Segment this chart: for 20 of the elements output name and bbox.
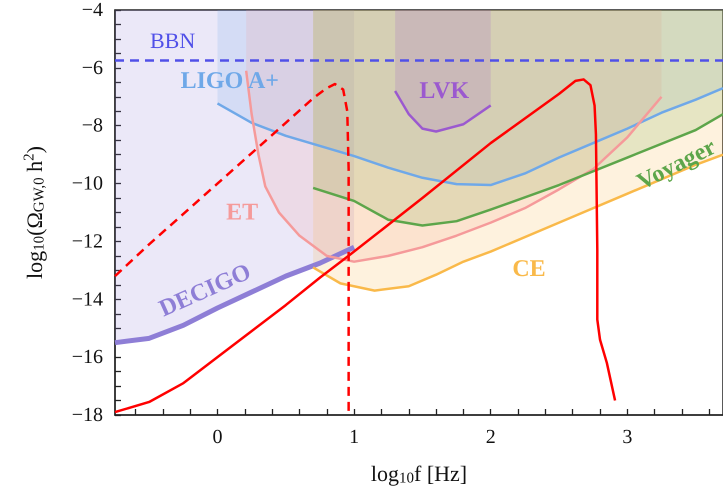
line-series — [312, 112, 723, 227]
series-label: LIGO A+ — [180, 68, 279, 94]
x-tick-label: 0 — [212, 426, 222, 448]
x-tick-label: 2 — [486, 426, 496, 448]
y-tick-label: −4 — [82, 0, 103, 21]
x-tick-label: 3 — [622, 426, 632, 448]
x-axis-title: log10f [Hz] — [370, 461, 468, 486]
y-axis-title: log10(ΩGW,0 h2) — [22, 146, 48, 279]
x-tick-label: 1 — [349, 426, 360, 448]
y-tick-label: −18 — [72, 404, 103, 426]
y-tick-label: −8 — [82, 114, 103, 137]
y-tick-label: −10 — [72, 172, 103, 195]
y-tick-label: −12 — [72, 230, 103, 252]
series-label: CE — [512, 256, 546, 282]
y-tick-label: −14 — [72, 288, 103, 310]
y-tick-label: −6 — [82, 56, 103, 79]
ref-line-label: BBN — [150, 28, 196, 54]
series-label: ET — [226, 200, 258, 226]
series-label: LVK — [419, 78, 470, 104]
y-tick-label: −16 — [72, 346, 103, 368]
